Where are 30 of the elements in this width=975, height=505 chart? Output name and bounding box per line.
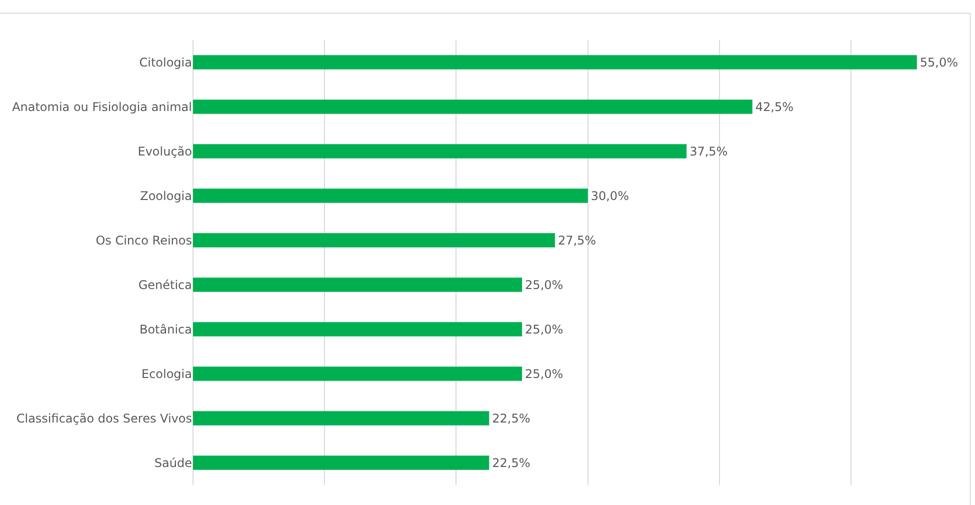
bar (193, 188, 588, 203)
data-label: 25,0% (525, 322, 564, 336)
bar (193, 366, 522, 381)
bar (193, 322, 522, 336)
data-label: 25,0% (525, 278, 564, 292)
data-label: 22,5% (492, 411, 530, 426)
y-tick-label: Zoologia (140, 188, 192, 203)
y-tick-label: Botânica (139, 322, 192, 336)
bar (193, 233, 555, 248)
data-label: 25,0% (525, 366, 564, 381)
bar (193, 278, 522, 292)
data-label: 30,0% (590, 188, 629, 203)
data-label: 55,0% (920, 55, 958, 70)
y-tick-label: Evolução (138, 144, 192, 158)
data-label: 27,5% (558, 233, 596, 248)
bar (193, 100, 752, 114)
y-tick-label: Saúde (154, 456, 192, 470)
y-tick-label: Citologia (139, 55, 192, 70)
data-label: 37,5% (690, 144, 728, 158)
y-tick-label: Anatomia ou Fisiologia animal (12, 100, 192, 114)
data-label: 42,5% (755, 100, 794, 114)
y-tick-label: Genética (138, 278, 192, 292)
y-tick-label: Classificação dos Seres Vivos (16, 411, 192, 426)
y-tick-label: Ecologia (141, 366, 192, 381)
y-tick-label: Os Cinco Reinos (96, 233, 192, 248)
bar (193, 144, 687, 158)
bar (193, 456, 490, 470)
bar (193, 411, 490, 426)
bar (193, 55, 917, 70)
data-label: 22,5% (492, 456, 530, 470)
